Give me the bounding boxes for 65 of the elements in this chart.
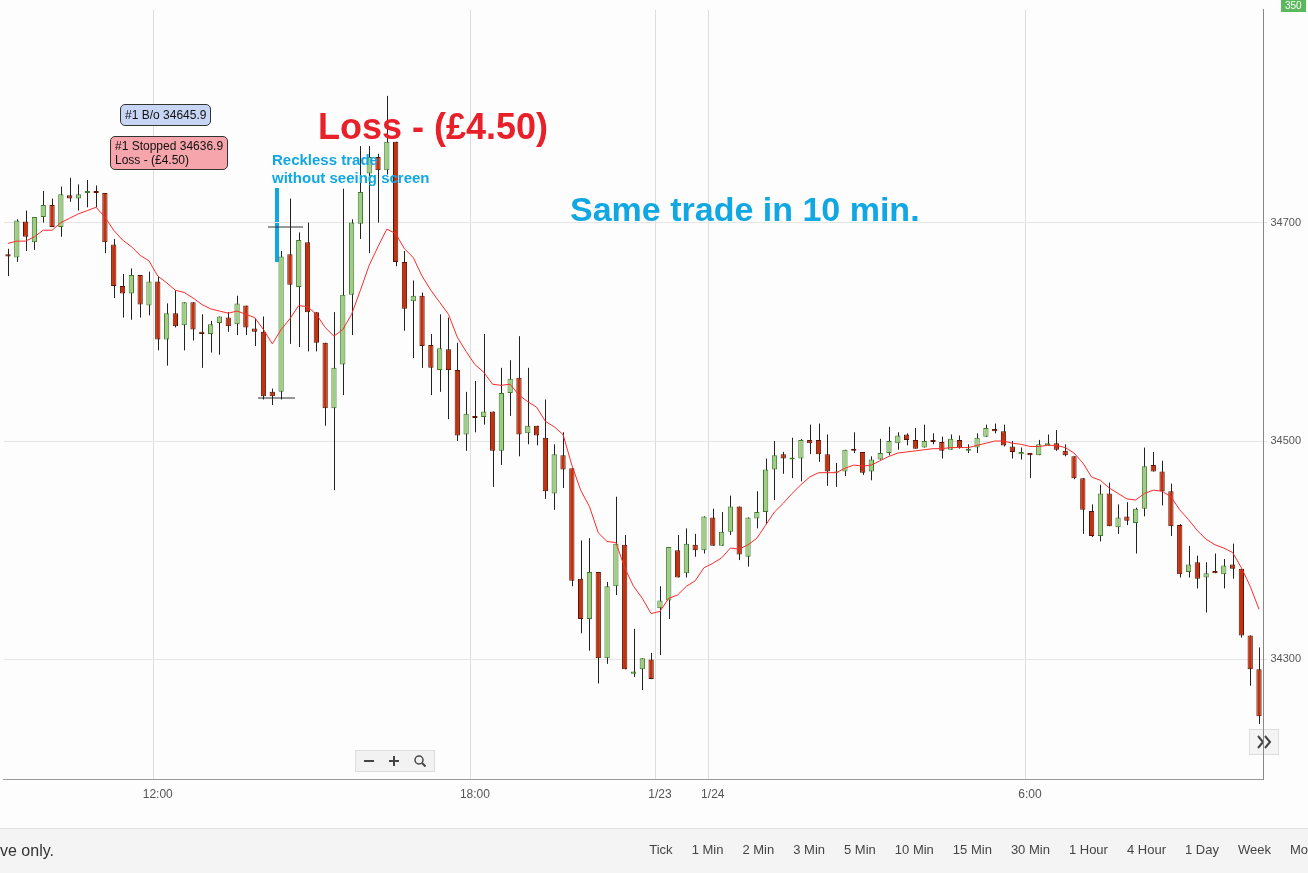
- text: Week: [1237, 842, 1271, 857]
- candlestick: [1088, 503, 1095, 538]
- annotation: Same trade in 10 min.: [570, 190, 920, 229]
- candlestick: [824, 433, 830, 487]
- candlestick: [561, 431, 565, 489]
- candlestick: [630, 628, 637, 678]
- annotation: #1 Stopped 34636.9 Loss - (£4.50): [110, 136, 229, 170]
- candlestick: [1194, 555, 1200, 589]
- candlestick: [815, 423, 822, 463]
- x-tick-label: 12:00: [142, 787, 174, 802]
- text: 350: [1281, 0, 1306, 12]
- candlestick: [119, 273, 126, 319]
- candlestick: [1185, 545, 1192, 579]
- candlestick: [718, 511, 725, 547]
- candlestick: [886, 426, 892, 456]
- x-tick-label: 18:00: [459, 787, 491, 802]
- candlestick: [75, 183, 82, 212]
- text: 4 Hour: [1126, 842, 1166, 857]
- candlestick: [445, 317, 452, 420]
- text: Tick: [649, 842, 673, 857]
- candlestick: [1229, 543, 1236, 580]
- candlestick: [1115, 503, 1121, 535]
- x-tick-label: 1/24: [701, 787, 725, 802]
- text: 30 Min: [1010, 842, 1050, 857]
- y-tick-label: 34700: [1270, 215, 1302, 228]
- text: 10 Min: [894, 842, 934, 857]
- text: 1 Hour: [1068, 842, 1108, 857]
- candlestick: [754, 490, 760, 529]
- candlestick: [639, 657, 645, 691]
- candlestick: [234, 295, 240, 336]
- text: 15 Min: [952, 842, 992, 857]
- text: Mo: [1289, 842, 1308, 857]
- text: ve only.: [0, 842, 54, 860]
- text: 1 Day: [1184, 842, 1219, 857]
- candlestick: [771, 440, 778, 501]
- candlestick: [1159, 460, 1165, 506]
- candlestick: [172, 289, 179, 328]
- candlestick: [181, 301, 187, 351]
- candlestick: [49, 198, 55, 228]
- annotation: #1 B/o 34645.9: [120, 104, 212, 126]
- candlestick: [207, 320, 214, 354]
- x-tick-label: 6:00: [1018, 787, 1042, 802]
- text: 2 Min: [742, 842, 775, 857]
- y-tick-label: 34300: [1270, 652, 1302, 665]
- candlestick: [147, 271, 151, 316]
- text: 1 Min: [691, 842, 724, 857]
- candlestick: [463, 391, 469, 452]
- candlestick: [22, 210, 29, 252]
- candlestick: [1203, 561, 1209, 613]
- y-tick-label: 34500: [1270, 434, 1302, 447]
- candlestick: [128, 267, 134, 321]
- candlestick: [67, 177, 73, 203]
- candlestick: [1124, 501, 1130, 526]
- candlestick: [798, 438, 804, 482]
- candlestick: [648, 652, 654, 680]
- candlestick: [789, 437, 795, 479]
- candlestick: [657, 585, 663, 656]
- candlestick: [40, 190, 46, 224]
- text: 3 Min: [793, 842, 826, 857]
- x-tick-label: 1/23: [648, 787, 672, 802]
- text: 5 Min: [844, 842, 876, 857]
- candlestick: [727, 495, 734, 536]
- candlestick: [428, 333, 434, 396]
- candlestick: [1133, 507, 1139, 555]
- candlestick: [437, 313, 443, 393]
